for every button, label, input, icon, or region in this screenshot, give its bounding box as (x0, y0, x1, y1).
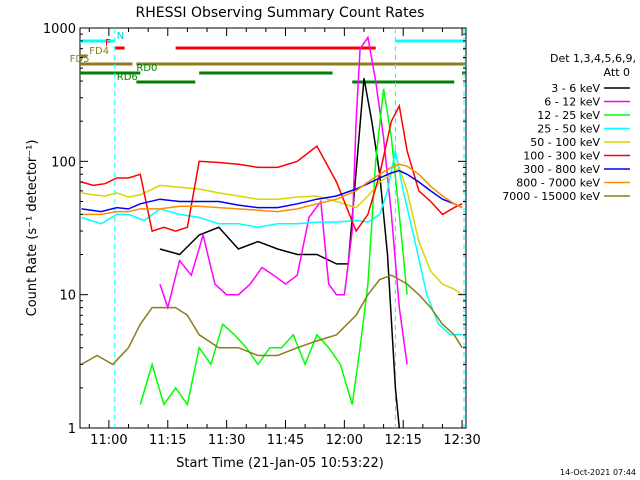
legend-label-100-300-kev: 100 - 300 keV (523, 150, 600, 163)
series-12-25-kev (139, 88, 408, 407)
legend-label-25-50-kev: 25 - 50 keV (537, 123, 600, 136)
x-tick-label: 12:15 (384, 433, 421, 448)
x-tick-label: 12:30 (443, 433, 480, 448)
y-tick-label: 1 (68, 422, 76, 437)
x-tick-label: 11:15 (149, 433, 186, 448)
y-tick-label: 10 (59, 289, 76, 304)
x-tick-label: 11:00 (90, 433, 127, 448)
legend-header-detectors: Det 1,3,4,5,6,9, (550, 52, 636, 65)
y-axis-label: Count Rate (s⁻¹ detector⁻¹) (25, 140, 40, 317)
legend-label-6-12-kev: 6 - 12 keV (544, 96, 600, 109)
y-axis: 1 10 100 1000 (43, 22, 466, 437)
interval-label-rd6: RD6 (117, 72, 138, 83)
timestamp: 14-Oct-2021 07:44 (560, 468, 636, 477)
legend-label-3-6-kev: 3 - 6 keV (551, 82, 600, 95)
legend-header-attenuator: Att 0 (604, 66, 630, 79)
series-3-6-kev (159, 78, 401, 429)
series-100-300-kev (81, 103, 463, 233)
interval-label-fd4: FD4 (89, 46, 109, 57)
x-tick-label: 12:00 (326, 433, 363, 448)
series-25-50-kev (81, 150, 463, 336)
interval-label-n: N (117, 31, 124, 42)
x-tick-label: 11:30 (208, 433, 245, 448)
chart-title: RHESSI Observing Summary Count Rates (136, 5, 425, 21)
legend-label-300-800-kev: 300 - 800 keV (523, 163, 600, 176)
series-7000-15000-kev (81, 274, 463, 366)
legend-label-50-100-kev: 50 - 100 keV (530, 136, 600, 149)
series-800-7000-kev (81, 163, 463, 216)
plot-frame (79, 27, 467, 429)
legend-label-800-7000-kev: 800 - 7000 keV (516, 177, 600, 190)
y-tick-label: 1000 (43, 22, 76, 37)
count-rate-series (81, 35, 463, 429)
interval-label-rd0: RD0 (136, 63, 157, 74)
legend-label-12-25-kev: 12 - 25 keV (537, 109, 600, 122)
interval-label-f: F (105, 38, 111, 49)
y-tick-label: 100 (51, 155, 76, 170)
x-axis-label: Start Time (21-Jan-05 10:53:22) (176, 456, 384, 471)
series-6-12-kev (159, 35, 408, 365)
interval-label-fd5: FD5 (70, 54, 90, 65)
legend-label-7000-15000-kev: 7000 - 15000 keV (502, 190, 600, 203)
series-50-100-kev (81, 166, 463, 296)
x-tick-label: 11:45 (267, 433, 304, 448)
series-300-800-kev (81, 169, 463, 213)
x-axis: 11:00 11:15 11:30 11:45 12:00 12:15 12:30 (88, 28, 481, 448)
